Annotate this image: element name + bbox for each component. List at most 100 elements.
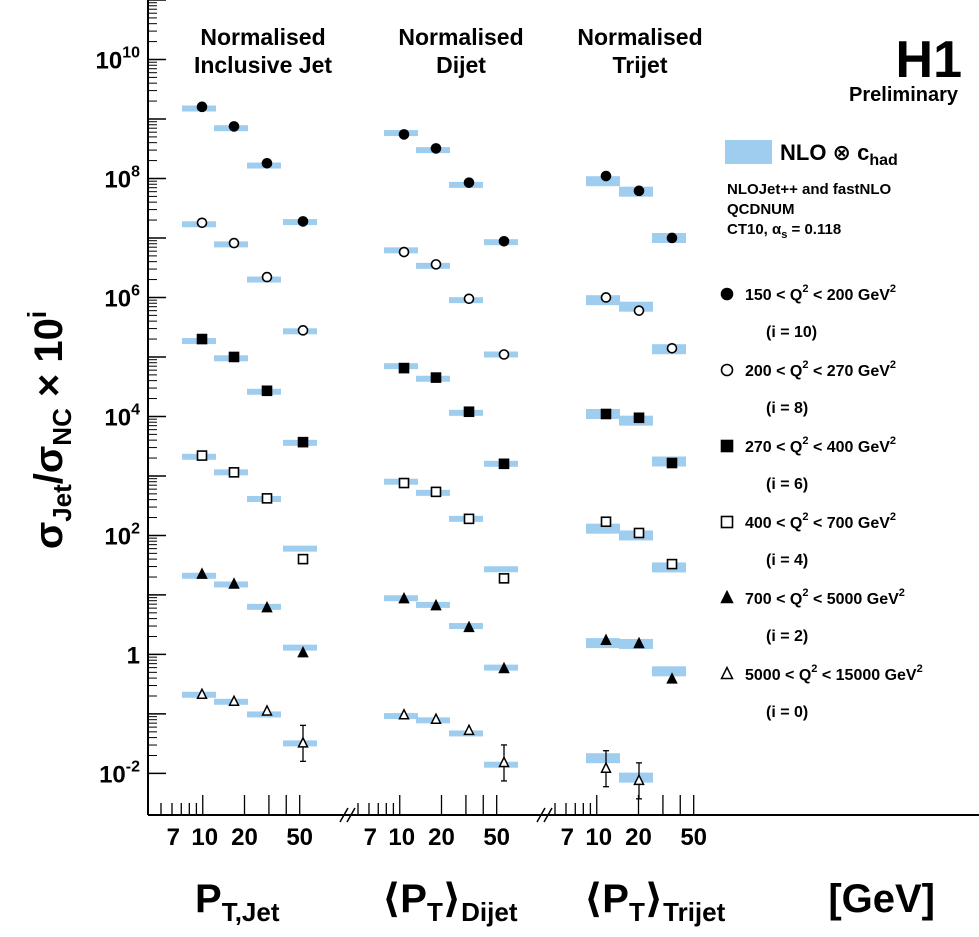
panel-title-trijet-1: Normalised [577, 24, 702, 50]
axis-break [346, 807, 356, 823]
legend-series-label: 700 < Q2 < 5000 GeV2 [745, 587, 905, 608]
marker-open-circle [498, 349, 510, 360]
marker-filled-square [633, 412, 645, 424]
legend-sup: 2 [802, 283, 808, 295]
marker-filled-triangle [430, 598, 442, 611]
legend-text: < 400 GeV [809, 439, 891, 456]
marker-filled-circle [600, 170, 612, 182]
marker-filled-circle [720, 287, 734, 301]
panel-title-dijet-1: Normalised [398, 24, 523, 50]
nlo-band [619, 772, 653, 783]
marker-open-square [430, 486, 442, 498]
y-tick-exp: 4 [131, 401, 140, 418]
marker-filled-square [600, 408, 612, 420]
nlo-band [247, 603, 281, 610]
marker-filled-triangle [633, 636, 645, 649]
marker-open-square [498, 573, 510, 584]
x-dijet-sub1: T [427, 897, 443, 927]
legend-sup: 2 [899, 587, 905, 599]
nlo-band [652, 666, 686, 677]
marker-open-circle [297, 325, 309, 336]
panel-title-inclusive-1: Normalised [200, 24, 325, 50]
y-tick-base: 10 [104, 166, 131, 193]
marker-filled-square [720, 439, 734, 453]
marker-filled-triangle [600, 633, 612, 645]
y-tick-base: 10 [99, 761, 126, 788]
marker-filled-circle [666, 232, 678, 244]
alpha-post: = 0.118 [787, 221, 841, 238]
ylabel-times: × 10 [27, 318, 71, 408]
panel-title-dijet-2: Dijet [436, 52, 486, 78]
x-label-unit: [GeV] [828, 877, 935, 921]
y-axis-label: σJet/σNC × 10i [22, 311, 77, 549]
x-tick-label: 7 [167, 824, 180, 851]
marker-open-triangle [463, 723, 475, 736]
marker-filled-circle [430, 143, 442, 154]
x-tick-label: 7 [561, 824, 574, 851]
y-tick-base: 10 [104, 404, 131, 431]
nlo-band [484, 566, 518, 573]
marker-open-triangle [398, 708, 410, 720]
marker-filled-circle [463, 177, 475, 188]
marker-open-circle [600, 292, 612, 303]
marker-open-triangle [196, 687, 208, 700]
x-dijet-sub2: Dijet [461, 897, 518, 927]
x-tick-label: 20 [428, 824, 455, 851]
marker-open-triangle [228, 694, 240, 707]
x-label-pttrijet: ⟨PT⟩Trijet [584, 877, 726, 927]
legend-text: < 200 GeV [809, 287, 891, 304]
marker-filled-triangle [720, 589, 734, 604]
ylabel-nc-sub: NC [47, 408, 77, 446]
marker-filled-circle [261, 157, 273, 169]
marker-filled-square [261, 385, 273, 397]
marker-open-triangle [297, 736, 309, 748]
marker-open-circle [720, 363, 734, 377]
y-tick-label: 108 [104, 163, 140, 193]
marker-open-triangle [600, 761, 612, 773]
axis-break [536, 807, 546, 823]
legend-text: < 700 GeV [809, 515, 891, 532]
legend-text: < 270 GeV [809, 363, 891, 380]
marker-filled-triangle [228, 577, 240, 589]
marker-open-circle [261, 271, 273, 283]
x-trijet-sub1: T [629, 897, 645, 927]
ylabel-sigma: σ [27, 522, 71, 549]
nlo-band [586, 753, 620, 764]
marker-open-square [463, 513, 475, 525]
legend-series-label: 150 < Q2 < 200 GeV2 [745, 283, 896, 304]
marker-filled-circle [498, 235, 510, 247]
legend-text: 5000 < Q [745, 667, 811, 684]
alpha-sub: s [781, 229, 787, 241]
y-tick-base: 10 [104, 285, 131, 312]
y-tick-base: 1 [127, 642, 140, 669]
legend-text: < 5000 GeV [809, 591, 900, 608]
y-tick-exp: 10 [122, 44, 140, 61]
marker-open-circle [463, 293, 475, 305]
legend-sup: 2 [890, 283, 896, 295]
marker-filled-square [398, 362, 410, 374]
alpha-pre: CT10, α [727, 221, 782, 238]
marker-filled-square [666, 457, 678, 469]
legend-text: < 15000 GeV [817, 667, 917, 684]
marker-filled-circle [196, 101, 208, 113]
y-tick-base: 10 [96, 47, 123, 74]
y-tick-base: 10 [104, 523, 131, 550]
marker-open-circle [398, 246, 410, 258]
marker-open-square [633, 527, 645, 539]
y-tick-exp: 2 [131, 520, 140, 537]
marker-filled-square [463, 406, 475, 418]
x-label-ptdijet: ⟨PT⟩Dijet [382, 877, 518, 927]
x-tick-label: 10 [191, 824, 218, 851]
nlo-band [283, 545, 317, 552]
y-tick-label: 1010 [96, 44, 141, 74]
marker-filled-square [498, 458, 510, 470]
x-tick-label: 20 [231, 824, 258, 851]
series-legend: 150 < Q2 < 200 GeV2(i = 10)200 < Q2 < 27… [720, 283, 923, 721]
marker-open-square [398, 477, 410, 489]
status-label: Preliminary [849, 84, 959, 106]
marker-open-square [600, 516, 612, 528]
legend-series-index: (i = 10) [766, 324, 817, 341]
marker-filled-triangle [297, 645, 309, 658]
legend-sup: 2 [802, 587, 808, 599]
marker-open-square [297, 553, 309, 565]
